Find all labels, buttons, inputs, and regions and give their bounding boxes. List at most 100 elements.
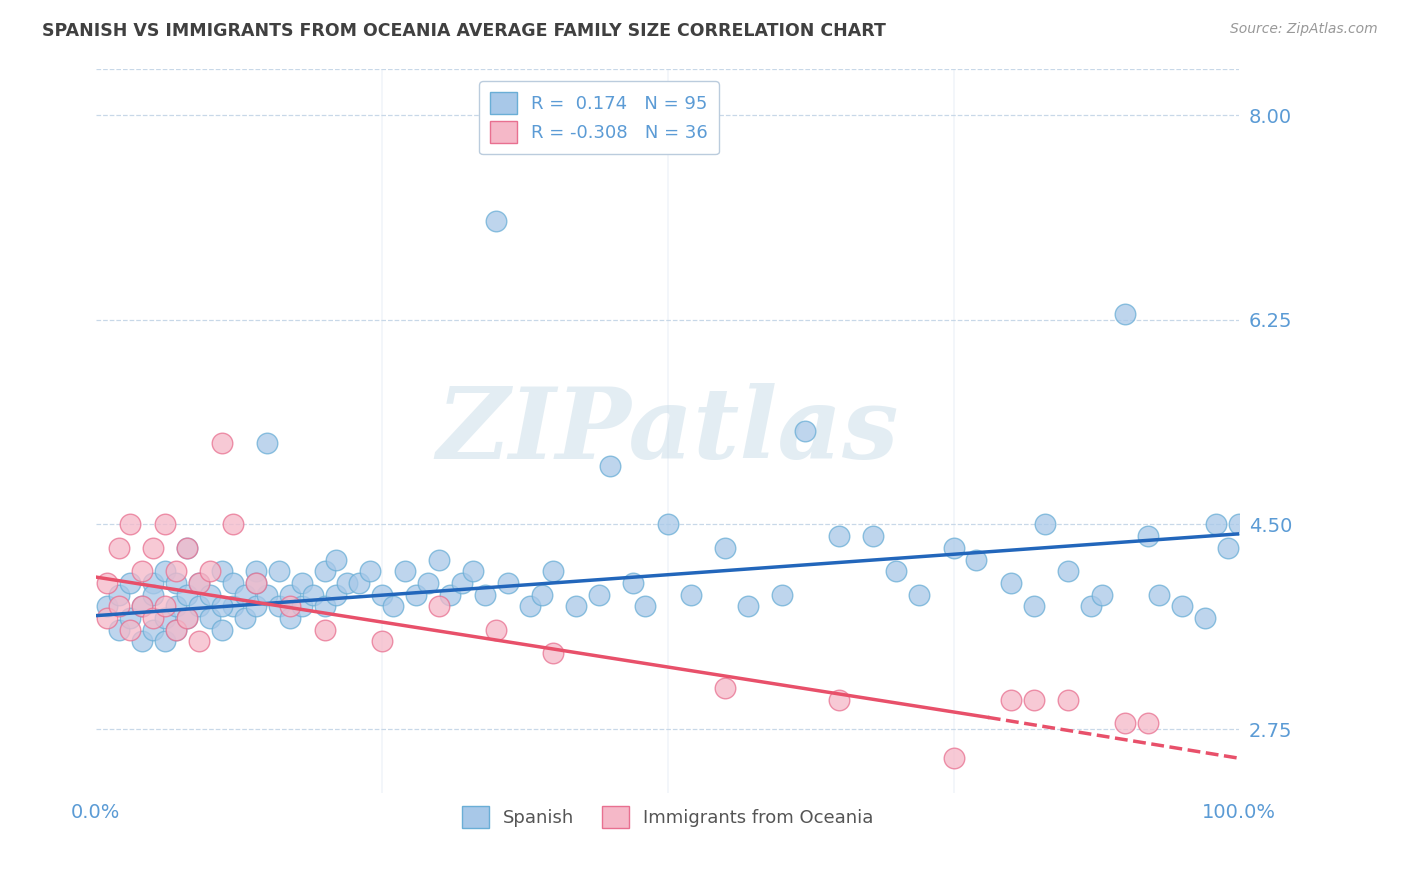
Point [96, 611, 118, 625]
Point [200, 588, 222, 602]
Point [1227, 517, 1250, 532]
Text: SPANISH VS IMMIGRANTS FROM OCEANIA AVERAGE FAMILY SIZE CORRELATION CHART: SPANISH VS IMMIGRANTS FROM OCEANIA AVERA… [42, 22, 886, 40]
Point [245, 575, 267, 590]
Point [1171, 599, 1194, 614]
Point [1022, 693, 1045, 707]
Point [1136, 529, 1159, 543]
Point [1114, 307, 1136, 321]
Point [519, 599, 541, 614]
Point [256, 588, 278, 602]
Point [793, 424, 815, 438]
Point [187, 575, 209, 590]
Point [942, 541, 965, 555]
Point [153, 611, 176, 625]
Point [1205, 517, 1227, 532]
Point [634, 599, 657, 614]
Point [543, 646, 565, 660]
Point [382, 599, 405, 614]
Point [1000, 575, 1022, 590]
Point [153, 599, 176, 614]
Text: ZIPatlas: ZIPatlas [436, 383, 898, 479]
Point [142, 541, 165, 555]
Point [714, 541, 737, 555]
Point [222, 575, 245, 590]
Point [107, 588, 129, 602]
Point [200, 564, 222, 578]
Point [153, 517, 176, 532]
Point [131, 599, 153, 614]
Point [828, 693, 851, 707]
Point [1194, 611, 1216, 625]
Point [828, 529, 851, 543]
Point [621, 575, 644, 590]
Point [474, 588, 496, 602]
Point [543, 564, 565, 578]
Point [347, 575, 370, 590]
Point [278, 599, 301, 614]
Point [325, 552, 347, 566]
Point [1091, 588, 1114, 602]
Point [96, 575, 118, 590]
Point [394, 564, 416, 578]
Point [96, 599, 118, 614]
Point [131, 564, 153, 578]
Point [679, 588, 702, 602]
Legend: Spanish, Immigrants from Oceania: Spanish, Immigrants from Oceania [454, 798, 880, 835]
Point [107, 599, 129, 614]
Point [278, 588, 301, 602]
Point [530, 588, 553, 602]
Point [256, 435, 278, 450]
Point [165, 599, 187, 614]
Point [153, 564, 176, 578]
Point [485, 623, 508, 637]
Point [187, 634, 209, 648]
Point [291, 575, 314, 590]
Point [770, 588, 793, 602]
Point [405, 588, 427, 602]
Point [1056, 564, 1078, 578]
Point [200, 611, 222, 625]
Point [267, 599, 290, 614]
Point [336, 575, 359, 590]
Point [314, 564, 336, 578]
Point [427, 599, 450, 614]
Point [1022, 599, 1045, 614]
Point [942, 751, 965, 765]
Point [165, 623, 187, 637]
Point [416, 575, 439, 590]
Point [142, 611, 165, 625]
Point [245, 599, 267, 614]
Point [211, 564, 233, 578]
Point [233, 588, 256, 602]
Point [131, 599, 153, 614]
Point [463, 564, 485, 578]
Point [245, 575, 267, 590]
Point [886, 564, 908, 578]
Point [142, 575, 165, 590]
Point [120, 517, 142, 532]
Point [142, 623, 165, 637]
Point [450, 575, 472, 590]
Point [427, 552, 450, 566]
Point [165, 623, 187, 637]
Point [908, 588, 931, 602]
Point [165, 564, 187, 578]
Point [302, 588, 325, 602]
Point [142, 588, 165, 602]
Point [1000, 693, 1022, 707]
Point [485, 213, 508, 227]
Point [187, 575, 209, 590]
Point [176, 588, 198, 602]
Point [187, 599, 209, 614]
Point [233, 611, 256, 625]
Point [862, 529, 884, 543]
Text: Source: ZipAtlas.com: Source: ZipAtlas.com [1230, 22, 1378, 37]
Point [588, 588, 610, 602]
Point [314, 623, 336, 637]
Point [211, 599, 233, 614]
Point [325, 588, 347, 602]
Point [965, 552, 987, 566]
Point [1136, 716, 1159, 731]
Point [599, 458, 621, 473]
Point [176, 611, 198, 625]
